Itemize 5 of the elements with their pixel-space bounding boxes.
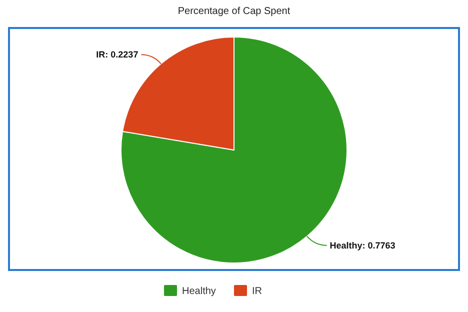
data-label: IR: 0.2237: [96, 50, 138, 60]
chart-title: Percentage of Cap Spent: [178, 6, 290, 17]
data-label: Healthy: 0.7763: [330, 240, 396, 250]
legend-label: IR: [252, 286, 262, 297]
legend-label: Healthy: [182, 286, 216, 297]
